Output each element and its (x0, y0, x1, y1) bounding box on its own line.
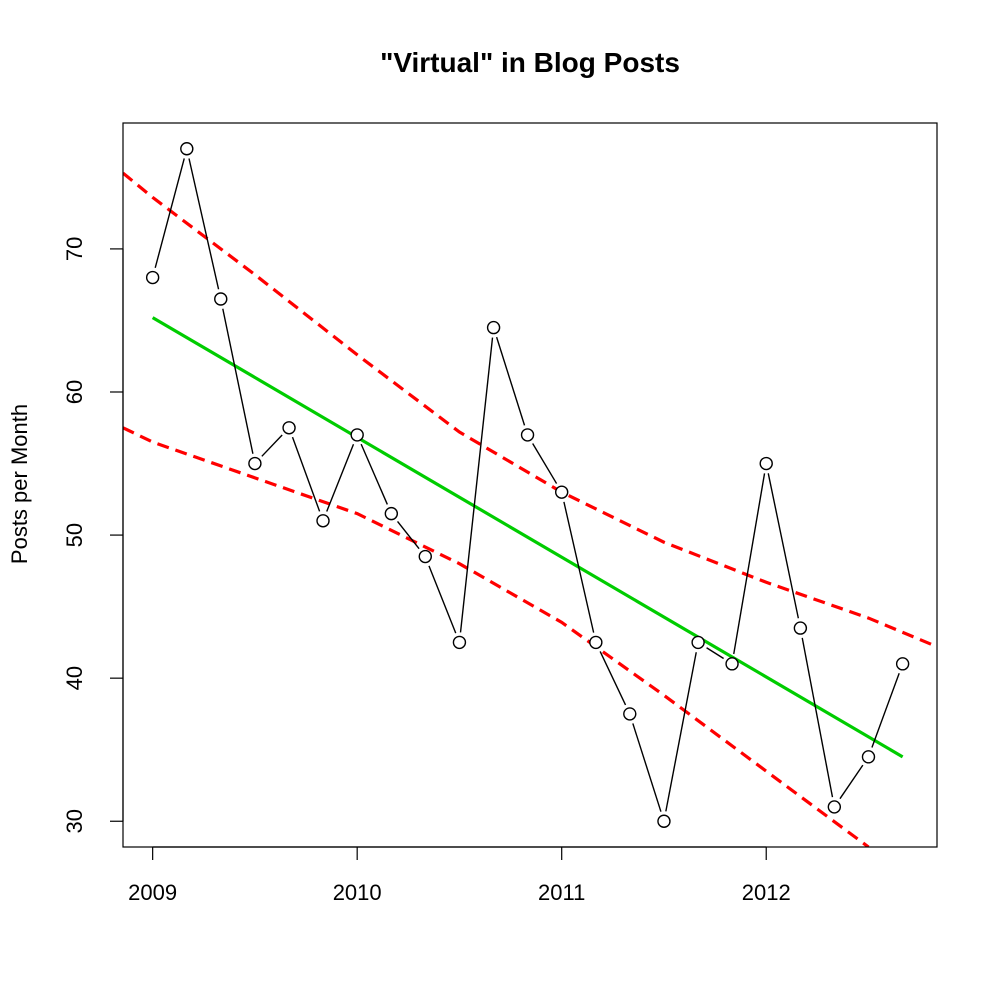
data-line-segment (706, 647, 724, 660)
lower-confidence-line (123, 426, 870, 847)
data-line-segment (396, 521, 420, 550)
chart-title: "Virtual" in Blog Posts (380, 47, 680, 78)
data-point (248, 456, 262, 471)
data-line-segment (495, 336, 526, 426)
data-line-segment (291, 436, 321, 512)
y-tick-label: 50 (62, 523, 87, 547)
data-line-segment (188, 158, 220, 290)
data-line-segment (871, 672, 900, 748)
data-point (589, 635, 603, 650)
y-tick-label: 60 (62, 380, 87, 404)
data-point (452, 635, 467, 650)
data-line-segment (632, 723, 662, 812)
data-point (486, 320, 501, 335)
data-point (384, 506, 399, 521)
y-tick-label: 70 (62, 237, 87, 261)
data-line-segment (326, 443, 355, 512)
x-axis: 2009 2010 2011 2012 (128, 846, 791, 905)
y-axis-label: Posts per Month (7, 404, 32, 564)
x-tick-label: 2011 (538, 880, 585, 905)
x-tick-label: 2012 (742, 880, 791, 905)
upper-confidence-line (123, 171, 937, 649)
plot-series-group (123, 142, 937, 847)
data-point (623, 707, 637, 721)
data-line-segment (665, 652, 697, 812)
y-axis: 30 40 50 60 70 (62, 237, 124, 833)
y-tick-label: 40 (62, 666, 87, 690)
x-tick-label: 2009 (128, 880, 177, 905)
data-point (725, 657, 739, 671)
data-point (827, 800, 842, 814)
data-line-segment (801, 637, 834, 798)
data-line-segment (154, 158, 185, 269)
data-line-segment (261, 434, 283, 457)
data-line-segment (767, 473, 800, 619)
data-point (861, 750, 876, 764)
x-tick-label: 2010 (333, 880, 382, 905)
data-point (657, 814, 671, 828)
data-line-segment (360, 443, 388, 505)
data-line-segment (563, 501, 595, 633)
plot-frame (122, 122, 938, 848)
data-point (520, 428, 535, 442)
plot-area (123, 142, 937, 847)
data-point (793, 621, 808, 635)
y-tick-label: 30 (62, 809, 87, 833)
data-point (691, 635, 705, 650)
data-line-segment (839, 764, 864, 800)
data-line-segment (428, 565, 457, 634)
data-line-segment (532, 443, 558, 484)
trend-line (151, 316, 904, 759)
data-point (350, 428, 364, 442)
data-point (418, 549, 432, 564)
data-point (282, 421, 296, 435)
data-point (145, 270, 160, 285)
data-point (759, 456, 773, 471)
data-point (214, 292, 228, 306)
data-point (555, 485, 569, 499)
data-point (316, 514, 330, 528)
data-line-segment (733, 473, 766, 655)
data-line-segment (222, 308, 254, 454)
data-point (895, 657, 910, 671)
data-point (180, 142, 194, 156)
data-line-segment (459, 337, 494, 633)
data-line-segment (599, 651, 627, 706)
